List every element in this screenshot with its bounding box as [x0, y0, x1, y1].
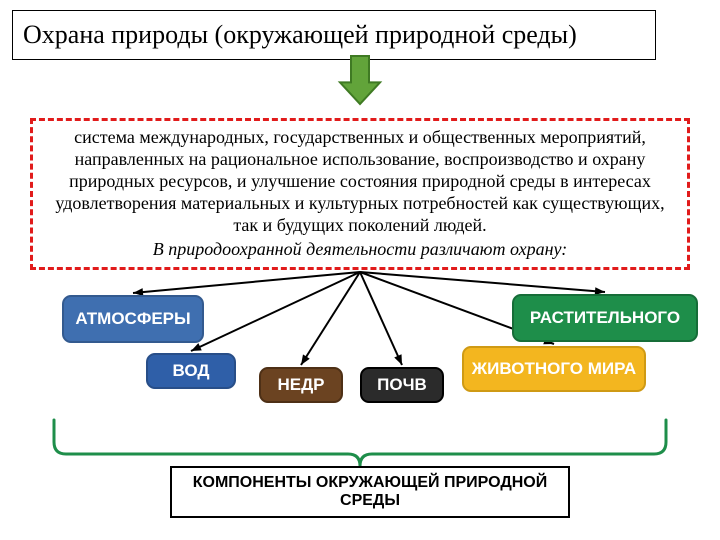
page-title: Охрана природы (окружающей природной сре…: [12, 10, 656, 60]
component-pochv: ПОЧВ: [360, 367, 444, 403]
component-atmosfera: АТМОСФЕРЫ: [62, 295, 204, 343]
component-nedr: НЕДР: [259, 367, 343, 403]
component-rastitel: РАСТИТЕЛЬНОГО: [512, 294, 698, 342]
diagram-stage: Охрана природы (окружающей природной сре…: [0, 0, 720, 540]
component-zhivotnogo: ЖИВОТНОГО МИРА: [462, 346, 646, 392]
footer-title: КОМПОНЕНТЫ ОКРУЖАЮЩЕЙ ПРИРОДНОЙ СРЕДЫ: [170, 466, 570, 518]
definition-italic: В природоохранной деятельности различают…: [43, 239, 677, 261]
arrows-overlay: [0, 0, 720, 540]
definition-box: система международных, государственных и…: [30, 118, 690, 270]
definition-text: система международных, государственных и…: [55, 127, 664, 235]
component-vod: ВОД: [146, 353, 236, 389]
